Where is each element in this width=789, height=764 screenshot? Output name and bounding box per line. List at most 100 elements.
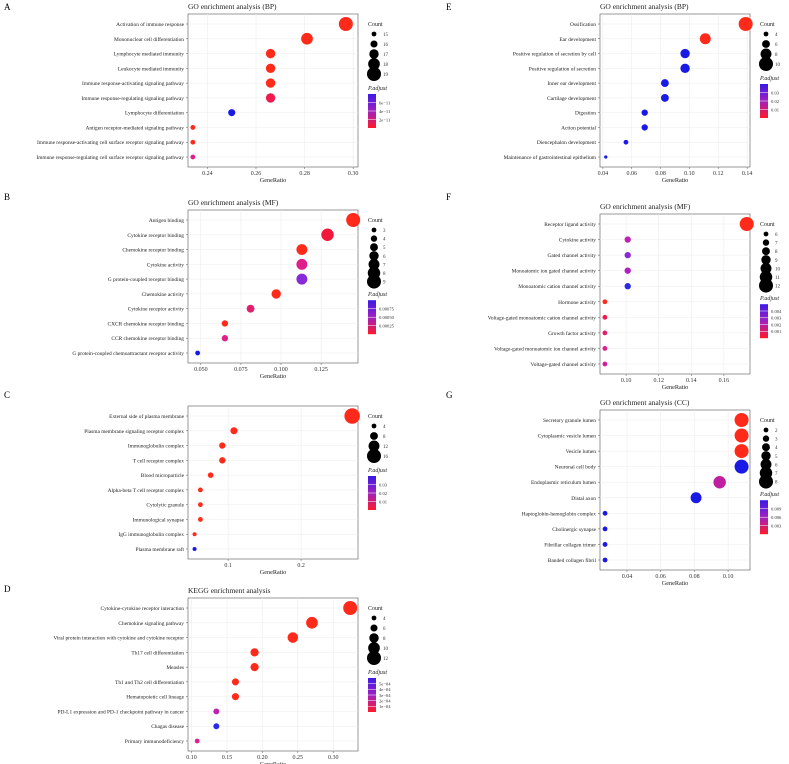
x-axis-label: GeneRatio (662, 580, 688, 587)
data-point (623, 139, 629, 145)
category-label: Immunoglobulin complex (128, 444, 184, 450)
x-tick-label: 0.050 (194, 367, 208, 373)
size-legend-label: 2 (775, 429, 778, 434)
size-legend-dot (369, 49, 379, 59)
size-legend-dot (371, 423, 377, 429)
size-legend-dot (759, 474, 773, 489)
size-legend-label: 12 (383, 445, 389, 450)
data-point (699, 33, 711, 45)
panel-letter: G (446, 390, 453, 400)
x-tick-label: 0.14 (686, 378, 697, 384)
data-point (690, 492, 702, 504)
panel-a: A GO enrichment analysis (BP) 0.24 0.26 0.28… (4, 2, 391, 184)
data-point (246, 304, 255, 313)
category-label: Vesicle lumen (566, 449, 597, 455)
data-point (230, 427, 238, 435)
size-legend-title: Count (368, 606, 383, 612)
data-point (734, 428, 749, 443)
data-point (301, 32, 313, 45)
category-label: Cytokine activity (559, 238, 597, 244)
size-legend-dot (371, 227, 377, 233)
data-point (296, 273, 308, 285)
category-label: PD-L1 expression and PD-1 checkpoint pat… (58, 709, 185, 715)
x-tick-label: 0.20 (257, 755, 268, 761)
color-legend-label: 0.001 (771, 329, 782, 334)
data-point (660, 79, 669, 88)
category-label: Maintenance of gastrointestinal epitheli… (504, 154, 597, 161)
color-legend-label: 0.02 (771, 99, 780, 104)
color-legend-label: 0.003 (771, 316, 782, 321)
data-point (296, 258, 308, 270)
color-legend-bar (760, 304, 768, 339)
chart-title: GO enrichment analysis (CC) (600, 398, 690, 407)
panel-g: G GO enrichment analysis (CC) 0.04 0.06 0.08… (446, 390, 782, 587)
x-axis-label: GeneRatio (662, 384, 688, 391)
data-point (198, 517, 203, 522)
category-label: Inner ear development (548, 81, 597, 87)
category-label: Digestion (575, 111, 596, 117)
x-tick-label: 0.12 (653, 378, 664, 384)
panel-b: B GO enrichment analysis (MF) 0.050 0.075 0.… (4, 192, 395, 380)
color-legend-label: 0.03 (379, 482, 388, 487)
plot-area (599, 13, 751, 168)
category-label: Haptoglobin-hemoglobin complex (522, 511, 597, 517)
category-label: Ear development (559, 37, 596, 43)
data-point (306, 616, 318, 629)
data-point (602, 557, 608, 563)
category-label: Voltage-gated monoatomic cation channel … (488, 315, 597, 321)
color-legend-label: 4e−11 (379, 109, 391, 114)
category-label: CXCR chemokine receptor binding (107, 321, 184, 327)
size-legend-title: Count (368, 22, 383, 28)
category-label: Immune response-activating signaling pat… (82, 81, 184, 87)
category-label: Diencephalon development (537, 140, 597, 146)
data-point (680, 63, 690, 74)
size-legend-label: 8 (775, 53, 778, 58)
size-legend-label: 6 (383, 627, 386, 632)
chart-title: GO enrichment analysis (MF) (188, 198, 279, 207)
size-legend-label: 9 (383, 281, 386, 286)
data-point (219, 457, 226, 464)
size-legend-dot (368, 440, 380, 452)
category-label: Ossification (570, 21, 596, 28)
x-tick-label: 0.16 (719, 378, 730, 384)
category-label: Cytokine receptor activity (128, 307, 185, 313)
color-legend-label: 2e−04 (379, 698, 391, 703)
color-legend-title: P.adjust (367, 670, 387, 676)
category-label: Endoplasmic reticulum lumen (531, 480, 596, 486)
plot-area (187, 405, 359, 560)
x-tick-label: 0.075 (234, 367, 248, 373)
size-legend-label: 9 (775, 259, 778, 264)
size-legend-dot (369, 251, 379, 261)
data-point (604, 155, 608, 159)
category-label: Positive regulation of secretion by cell (513, 51, 597, 58)
x-tick-label: 0.2 (297, 563, 305, 569)
x-tick-label: 0.06 (626, 171, 637, 177)
color-legend-label: 0.003 (771, 524, 782, 529)
category-label: Viral protein interaction with cytokine … (53, 636, 184, 642)
size-legend-dot (761, 451, 771, 461)
size-legend-title: Count (760, 418, 775, 424)
category-label: Th17 cell differentiation (131, 649, 184, 656)
size-legend-title: Count (368, 218, 383, 224)
data-point (195, 350, 201, 356)
size-legend-dot (762, 239, 770, 246)
size-legend-dot (761, 255, 771, 265)
size-legend-label: 5 (383, 246, 386, 251)
data-point (190, 154, 196, 160)
data-point (296, 244, 308, 256)
color-legend-title: P.adjust (759, 492, 779, 498)
size-legend-dot (762, 443, 770, 452)
size-legend-label: 11 (775, 276, 780, 281)
size-legend-label: 10 (775, 267, 781, 272)
data-point (739, 217, 754, 231)
size-legend-label: 4 (383, 238, 386, 243)
color-legend-label: 0.03 (771, 90, 780, 95)
x-tick-label: 0.04 (598, 171, 609, 177)
panel-letter: D (4, 584, 11, 594)
size-legend-label: 8 (383, 272, 386, 277)
x-tick-label: 0.08 (655, 171, 666, 177)
panel-letter: B (4, 192, 10, 202)
data-point (338, 17, 353, 31)
category-label: Action potential (561, 125, 596, 131)
size-legend-dot (367, 67, 381, 81)
